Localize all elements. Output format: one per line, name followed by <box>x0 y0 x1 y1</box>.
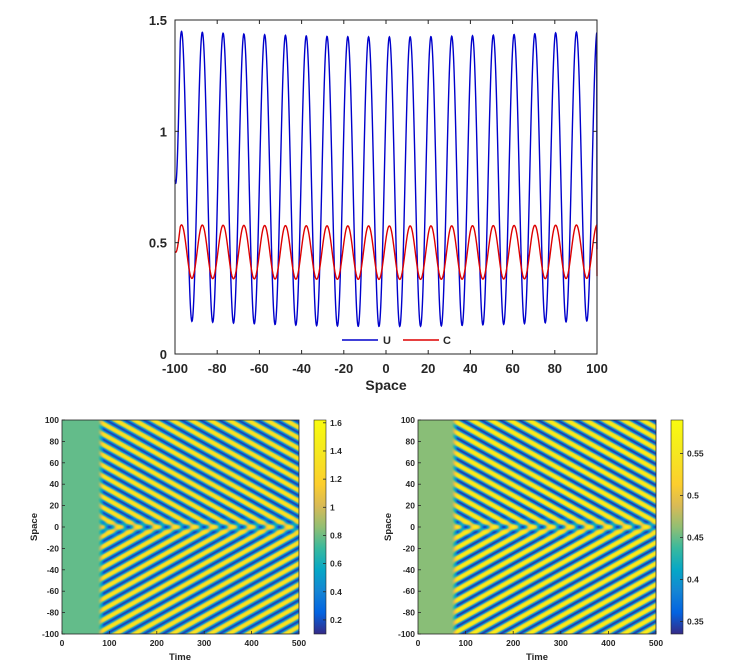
line-x-tick-label: -40 <box>292 361 311 376</box>
heatmap-c-y-ticks: -100 -80 -60 -40 -20 0 20 40 60 80 100 <box>398 415 421 639</box>
colorbar-tick-label: 0.55 <box>687 449 704 459</box>
colorbar-tick-label: 0.4 <box>330 587 342 597</box>
line-chart: -100 -80 -60 -40 -20 0 20 40 60 80 100 0 0.5 1 1.5 Sp… <box>149 13 608 393</box>
colorbar-u <box>313 419 327 635</box>
colorbar-tick-label: 0.6 <box>330 559 342 569</box>
legend-label-c: C <box>443 335 451 347</box>
heatmap-y-tick-label: 80 <box>50 436 60 446</box>
colorbar-tick-label: 0.4 <box>687 574 699 584</box>
heatmap-c-x-ticks: 0 100 200 300 400 500 <box>416 631 663 648</box>
colorbar-tick-label: 1 <box>330 502 335 512</box>
heatmap-x-tick-label: 0 <box>416 638 421 648</box>
heatmap-x-tick-label: 200 <box>506 638 520 648</box>
heatmap-x-tick-label: 300 <box>554 638 568 648</box>
heatmap-y-tick-label: 60 <box>50 458 60 468</box>
line-y-tick-label: 0 <box>160 347 167 362</box>
line-legend-box <box>337 330 463 350</box>
heatmap-y-tick-label: -20 <box>47 543 60 553</box>
heatmap-y-tick-label: 0 <box>410 522 415 532</box>
heatmap-y-tick-label: 100 <box>45 415 59 425</box>
colorbar-tick-label: 0.8 <box>330 530 342 540</box>
colorbar-tick-label: 1.6 <box>330 418 342 428</box>
legend-label-u: U <box>383 335 391 347</box>
colorbar-tick-label: 1.4 <box>330 446 342 456</box>
heatmap-y-tick-label: 100 <box>401 415 415 425</box>
line-y-tick-label: 1.5 <box>149 13 167 28</box>
colorbar-u-ticks: 0.2 0.4 0.6 0.8 1 1.2 1.4 1.6 <box>323 418 342 625</box>
line-y-tick-label: 0.5 <box>149 236 167 251</box>
line-y-tick-label: 1 <box>160 124 167 139</box>
line-x-tick-label: 100 <box>586 361 608 376</box>
heatmap-u: 0 100 200 300 400 500 -100 -80 -60 -40 -20 0 20 40 60… <box>29 415 342 663</box>
heatmap-u-x-axis-label: Time <box>169 652 191 663</box>
heatmap-x-tick-label: 400 <box>245 638 259 648</box>
colorbar-tick-label: 0.35 <box>687 616 704 626</box>
heatmap-y-tick-label: 40 <box>50 479 60 489</box>
colorbar-c <box>670 419 684 635</box>
heatmap-u-y-ticks: -100 -80 -60 -40 -20 0 20 40 60 80 100 <box>42 415 65 639</box>
line-x-tick-label: 0 <box>382 361 389 376</box>
colorbar-tick-label: 0.2 <box>330 615 342 625</box>
heatmap-y-tick-label: 40 <box>406 479 416 489</box>
heatmap-y-tick-label: 80 <box>406 436 416 446</box>
heatmap-y-tick-label: 20 <box>50 501 60 511</box>
heatmap-y-tick-label: -60 <box>47 586 60 596</box>
heatmap-y-tick-label: -60 <box>403 586 416 596</box>
heatmap-c-image <box>418 420 656 634</box>
heatmap-x-tick-label: 400 <box>601 638 615 648</box>
heatmap-x-tick-label: 0 <box>60 638 65 648</box>
line-x-tick-label: 20 <box>421 361 435 376</box>
line-series-group <box>174 30 598 328</box>
line-x-ticks: -100 -80 -60 -40 -20 0 20 40 60 80 100 <box>162 20 608 376</box>
heatmap-y-tick-label: -20 <box>403 543 416 553</box>
line-y-ticks: 0 0.5 1 1.5 <box>149 13 597 362</box>
heatmap-x-tick-label: 100 <box>102 638 116 648</box>
line-x-tick-label: -60 <box>250 361 269 376</box>
heatmap-x-tick-label: 300 <box>197 638 211 648</box>
heatmap-y-tick-label: -100 <box>398 629 415 639</box>
line-x-tick-label: 80 <box>548 361 562 376</box>
line-x-axis-label: Space <box>365 377 406 393</box>
line-x-tick-label: -80 <box>208 361 227 376</box>
heatmap-c-y-axis-label: Space <box>383 513 394 541</box>
line-x-tick-label: 40 <box>463 361 477 376</box>
series-line-c <box>174 222 598 281</box>
heatmap-y-tick-label: -40 <box>47 565 60 575</box>
line-x-tick-label: 60 <box>505 361 519 376</box>
heatmap-y-tick-label: -80 <box>47 608 60 618</box>
colorbar-tick-label: 1.2 <box>330 474 342 484</box>
line-x-tick-label: -20 <box>334 361 353 376</box>
heatmap-u-image <box>62 420 299 634</box>
colorbar-tick-label: 0.45 <box>687 532 704 542</box>
heatmap-c-x-axis-label: Time <box>526 652 548 663</box>
heatmap-y-tick-label: 20 <box>406 501 416 511</box>
colorbar-tick-label: 0.5 <box>687 491 699 501</box>
heatmap-c: 0 100 200 300 400 500 -100 -80 -60 -40 -20 0 20 40 60… <box>383 415 704 663</box>
heatmap-u-y-axis-label: Space <box>29 513 40 541</box>
heatmap-u-x-ticks: 0 100 200 300 400 500 <box>60 631 306 648</box>
series-line-u <box>174 30 598 328</box>
heatmap-x-tick-label: 500 <box>292 638 306 648</box>
heatmap-x-tick-label: 500 <box>649 638 663 648</box>
heatmap-y-tick-label: -40 <box>403 565 416 575</box>
line-legend: U C <box>337 330 463 350</box>
heatmap-y-tick-label: 60 <box>406 458 416 468</box>
heatmap-y-tick-label: 0 <box>54 522 59 532</box>
colorbar-c-ticks: 0.35 0.4 0.45 0.5 0.55 <box>680 449 704 626</box>
heatmap-x-tick-label: 200 <box>150 638 164 648</box>
heatmap-y-tick-label: -100 <box>42 629 59 639</box>
heatmap-x-tick-label: 100 <box>459 638 473 648</box>
line-x-tick-label: -100 <box>162 361 188 376</box>
heatmap-y-tick-label: -80 <box>403 608 416 618</box>
